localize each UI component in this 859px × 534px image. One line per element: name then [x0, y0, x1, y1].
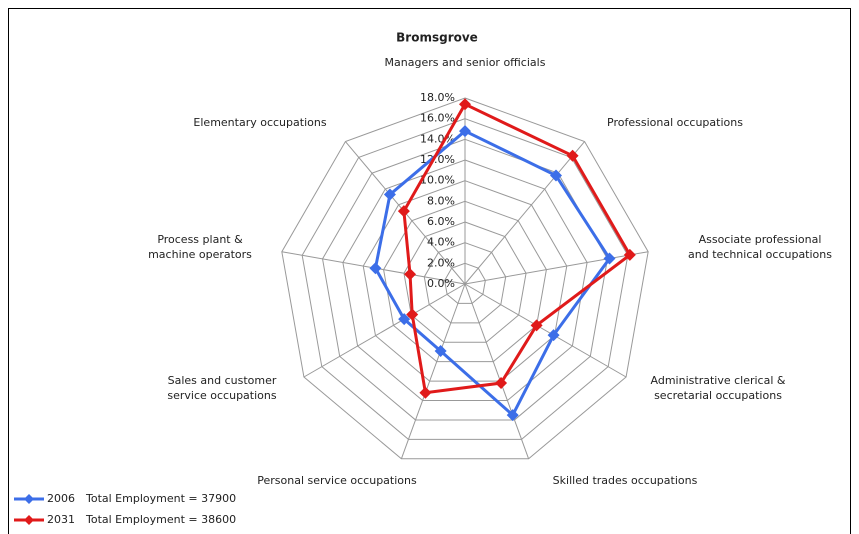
category-label: Sales and customer service occupations	[167, 374, 277, 402]
grid-ring	[444, 262, 486, 304]
y-tick-label: 8.0%	[427, 194, 455, 207]
y-tick-label: 4.0%	[427, 236, 455, 249]
y-tick-label: 6.0%	[427, 215, 455, 228]
category-label: Administrative clerical & secretarial oc…	[650, 374, 786, 402]
marker	[369, 262, 382, 275]
legend-note: Total Employment = 37900	[85, 492, 236, 505]
grid-ring	[301, 118, 629, 440]
marker	[623, 248, 636, 261]
marker	[419, 386, 432, 399]
category-label: Professional occupations	[607, 115, 743, 129]
spoke	[464, 141, 585, 285]
y-tick-label: 18.0%	[420, 91, 455, 104]
grid-ring	[383, 200, 547, 363]
y-tick-label: 0.0%	[427, 277, 455, 290]
category-label: Managers and senior officials	[384, 55, 546, 69]
marker	[495, 377, 508, 390]
legend-note: Total Employment = 38600	[85, 513, 236, 526]
y-tick-label: 10.0%	[420, 174, 455, 187]
marker	[397, 205, 410, 218]
frame	[8, 8, 851, 534]
marker	[530, 319, 543, 332]
grid-ring	[423, 242, 507, 324]
chart-title: Bromsgrove	[396, 31, 478, 45]
marker	[398, 313, 411, 326]
marker	[434, 345, 447, 358]
grid-ring	[403, 221, 527, 343]
y-tick-label: 16.0%	[420, 112, 455, 125]
category-label: Associate professional and technical occ…	[688, 233, 832, 261]
spoke	[400, 283, 466, 459]
marker	[406, 308, 419, 321]
category-label: Skilled trades occupations	[552, 473, 698, 487]
legend-label: 2031	[47, 513, 75, 526]
category-label: Process plant & machine operators	[148, 233, 252, 261]
grid-ring	[342, 159, 588, 402]
marker	[547, 329, 560, 342]
marker	[506, 409, 519, 422]
spoke	[464, 283, 530, 459]
spoke	[464, 251, 649, 285]
legend-marker	[24, 515, 34, 525]
marker	[404, 268, 417, 281]
marker	[549, 169, 562, 182]
category-label: Personal service occupations	[257, 473, 417, 487]
series-line	[373, 129, 612, 418]
marker	[459, 125, 471, 138]
marker	[566, 149, 579, 162]
legend-marker	[24, 494, 34, 504]
category-label: Elementary occupations	[193, 115, 327, 129]
y-tick-label: 2.0%	[427, 256, 455, 269]
legend-label: 2006	[47, 492, 75, 505]
spoke	[303, 283, 466, 378]
spoke	[464, 283, 627, 378]
marker	[383, 188, 396, 201]
marker	[603, 252, 616, 265]
series-line	[402, 102, 632, 395]
grid-ring	[281, 97, 649, 460]
marker	[459, 98, 471, 111]
